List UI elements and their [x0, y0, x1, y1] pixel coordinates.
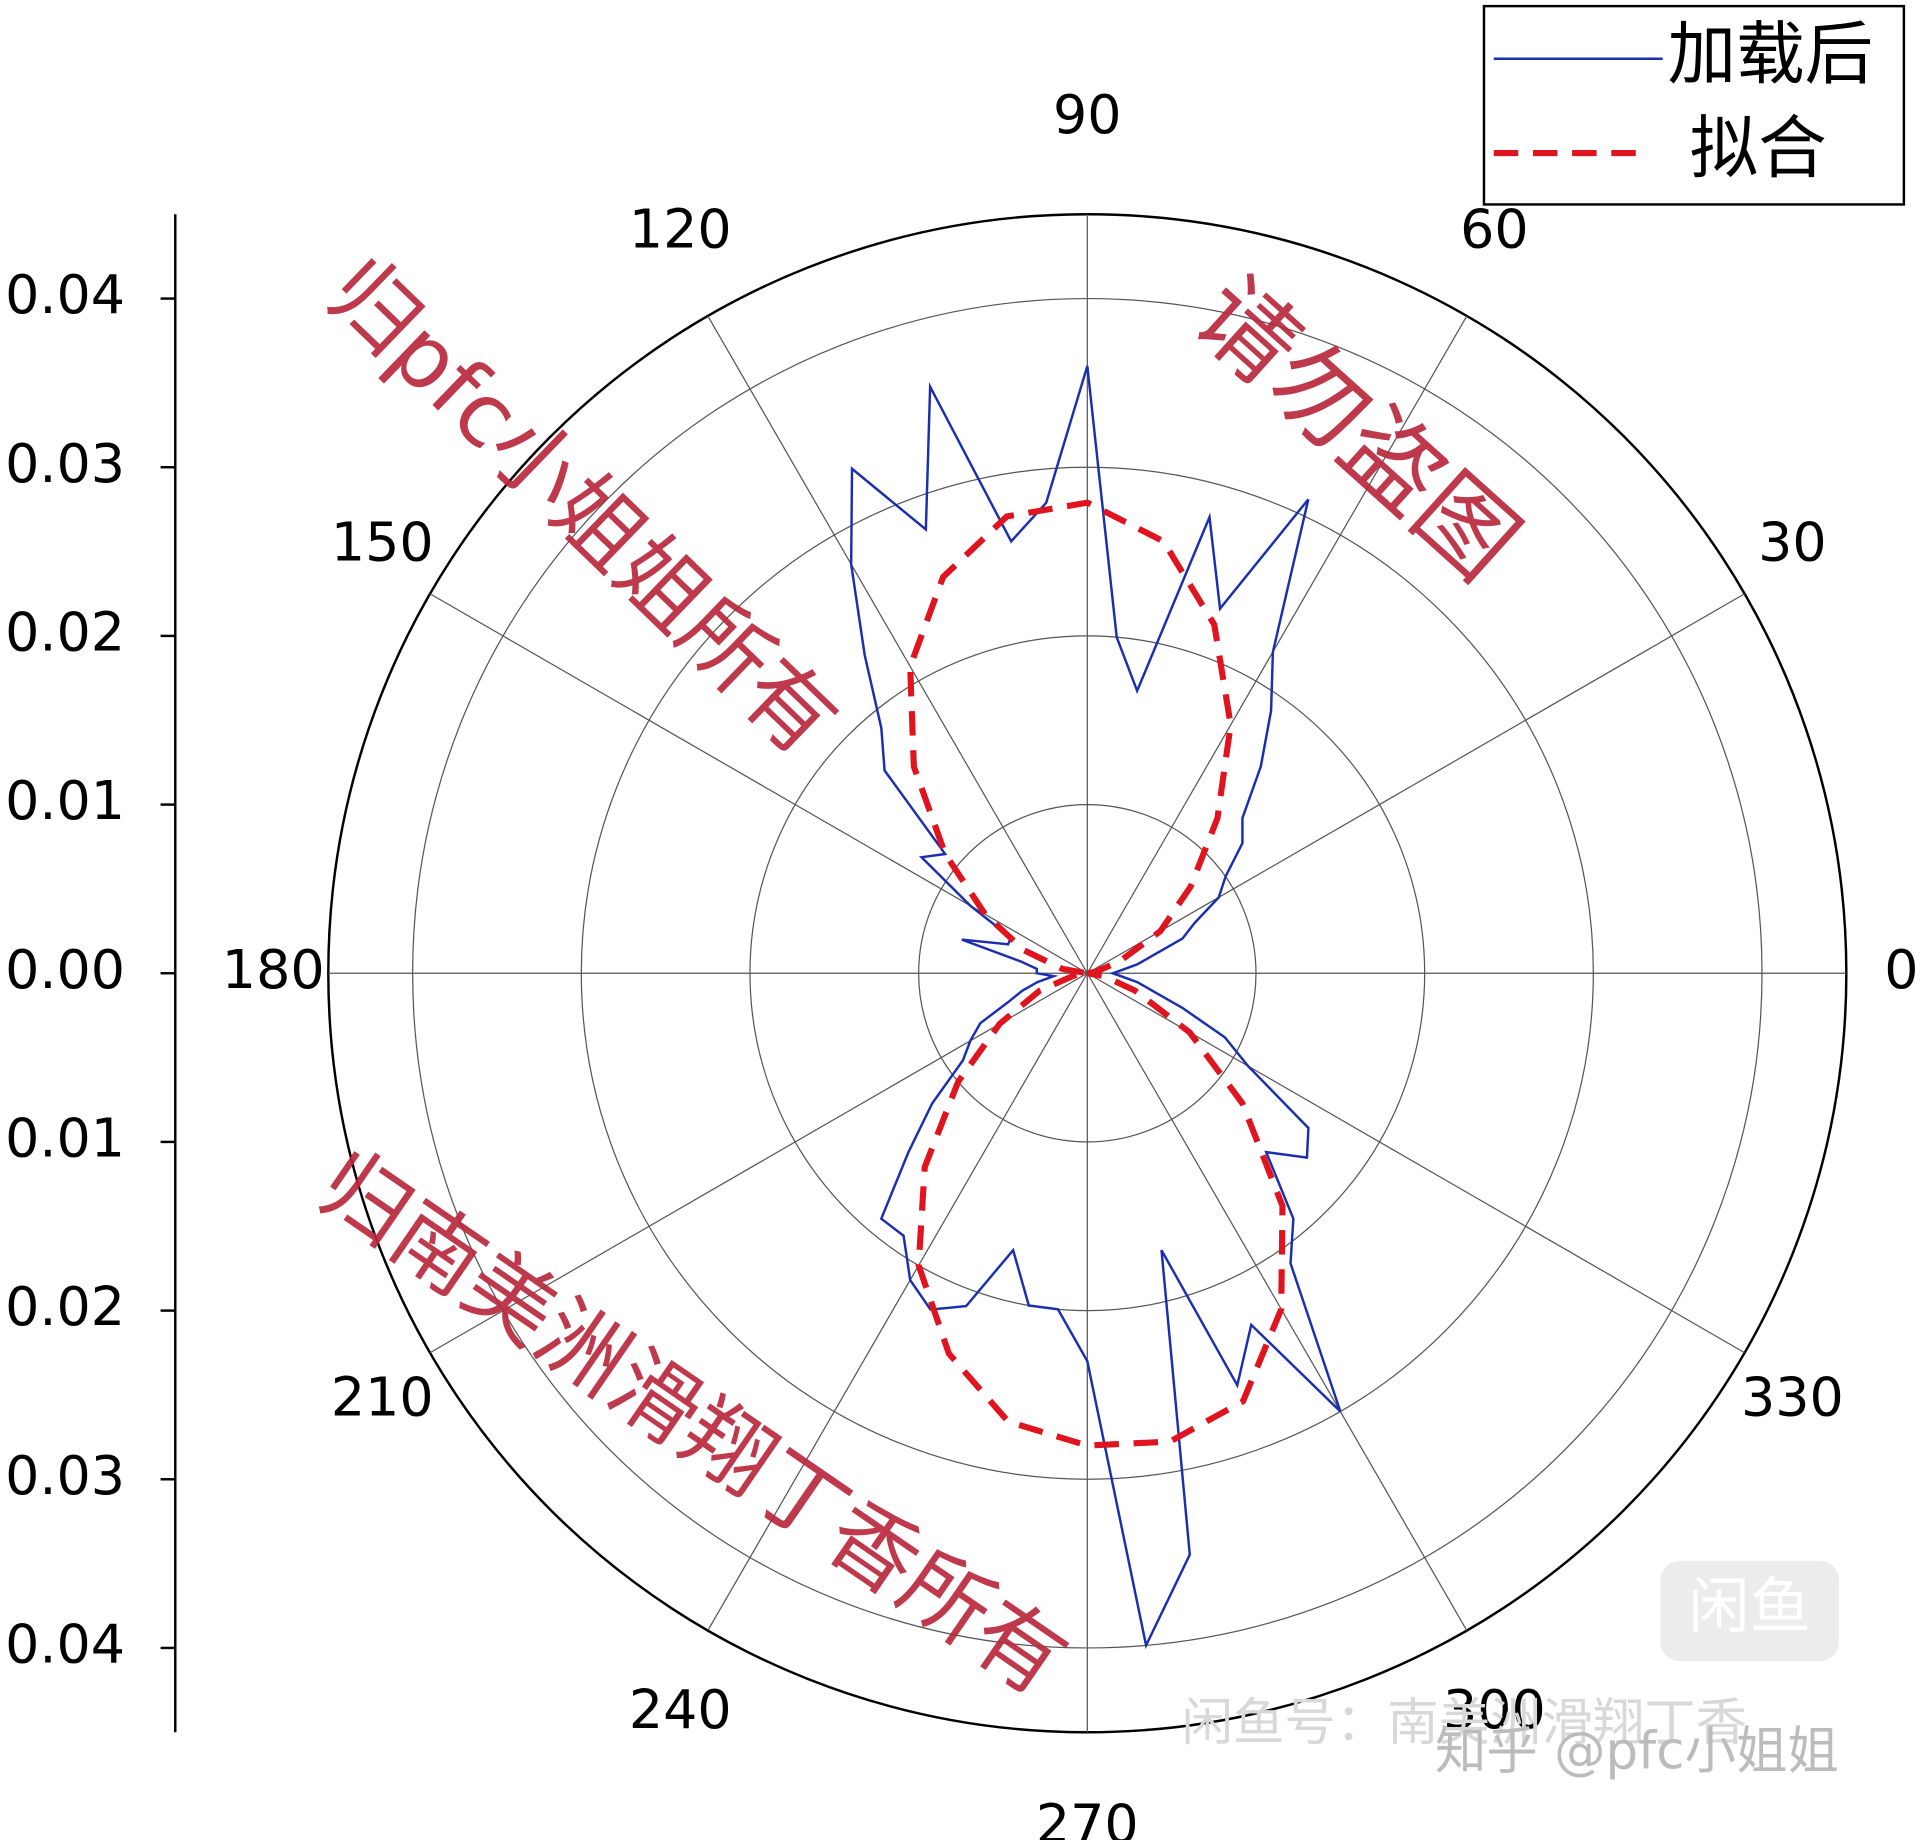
watermark: 闲鱼	[1688, 1572, 1810, 1643]
y-tick-label: 0.02	[5, 601, 125, 664]
watermark: 请勿盗图	[1172, 256, 1539, 603]
series-line	[849, 365, 1342, 1650]
series-line	[907, 499, 1286, 1449]
y-tick-label: 0.01	[5, 769, 125, 832]
y-tick-label: 0.03	[5, 1444, 125, 1507]
grid-spoke	[429, 593, 1088, 974]
legend-box	[1482, 4, 1906, 206]
watermark-logo	[1660, 1560, 1839, 1662]
legend-label: 加载后	[1668, 15, 1874, 95]
grid-spoke	[1087, 972, 1745, 1354]
y-tick-label: 0.04	[5, 263, 125, 326]
watermarks: 归pfc小姐姐所有 请勿盗图 归南美洲滑翔丁香所有 闲鱼号：南美洲滑翔丁香 知乎…	[300, 239, 1839, 1781]
angle-tick-label: 270	[1036, 1793, 1139, 1840]
angle-tick-label: 210	[331, 1365, 434, 1428]
angle-tick-label: 60	[1460, 198, 1529, 261]
grid-spoke	[707, 972, 1088, 1631]
grid-spoke	[429, 972, 1088, 1354]
watermark: 知乎 @pfc小姐姐	[1435, 1721, 1839, 1781]
grid-spoke	[1087, 593, 1745, 974]
angle-tick-label: 120	[629, 198, 732, 261]
angle-tick-label: 300	[1443, 1678, 1546, 1741]
angle-tick-label: 240	[629, 1678, 732, 1741]
angle-tick-label: 0	[1884, 938, 1918, 1001]
angle-tick-label: 150	[331, 510, 434, 573]
watermark: 闲鱼号：南美洲滑翔丁香	[1182, 1693, 1747, 1753]
grid-spoke	[1086, 972, 1468, 1631]
y-tick-label: 0.02	[5, 1275, 125, 1338]
watermark: 归pfc小姐姐所有	[307, 239, 856, 774]
grid-spoke	[1086, 315, 1468, 974]
y-tick-label: 0.04	[5, 1613, 125, 1676]
y-tick-label: 0.03	[5, 432, 125, 495]
angle-tick-label: 330	[1741, 1365, 1844, 1428]
legend: 加载后 拟合	[1482, 4, 1906, 206]
angle-tick-label: 30	[1758, 510, 1827, 573]
y-tick-label: 0.01	[5, 1107, 125, 1170]
grid-spoke	[707, 315, 1088, 974]
radial-axis: 0.00 0.01 0.01 0.02 0.02 0.03 0.03 0.04 0.04	[5, 214, 177, 1733]
grid: 0 30 60 90 120 150 180 210 240 270 300 330	[222, 83, 1919, 1840]
angle-tick-label: 180	[222, 938, 325, 1001]
y-tick-label: 0.00	[5, 938, 125, 1001]
legend-label: 拟合	[1690, 109, 1827, 189]
angle-tick-label: 90	[1053, 83, 1122, 146]
plot-area	[849, 365, 1342, 1650]
